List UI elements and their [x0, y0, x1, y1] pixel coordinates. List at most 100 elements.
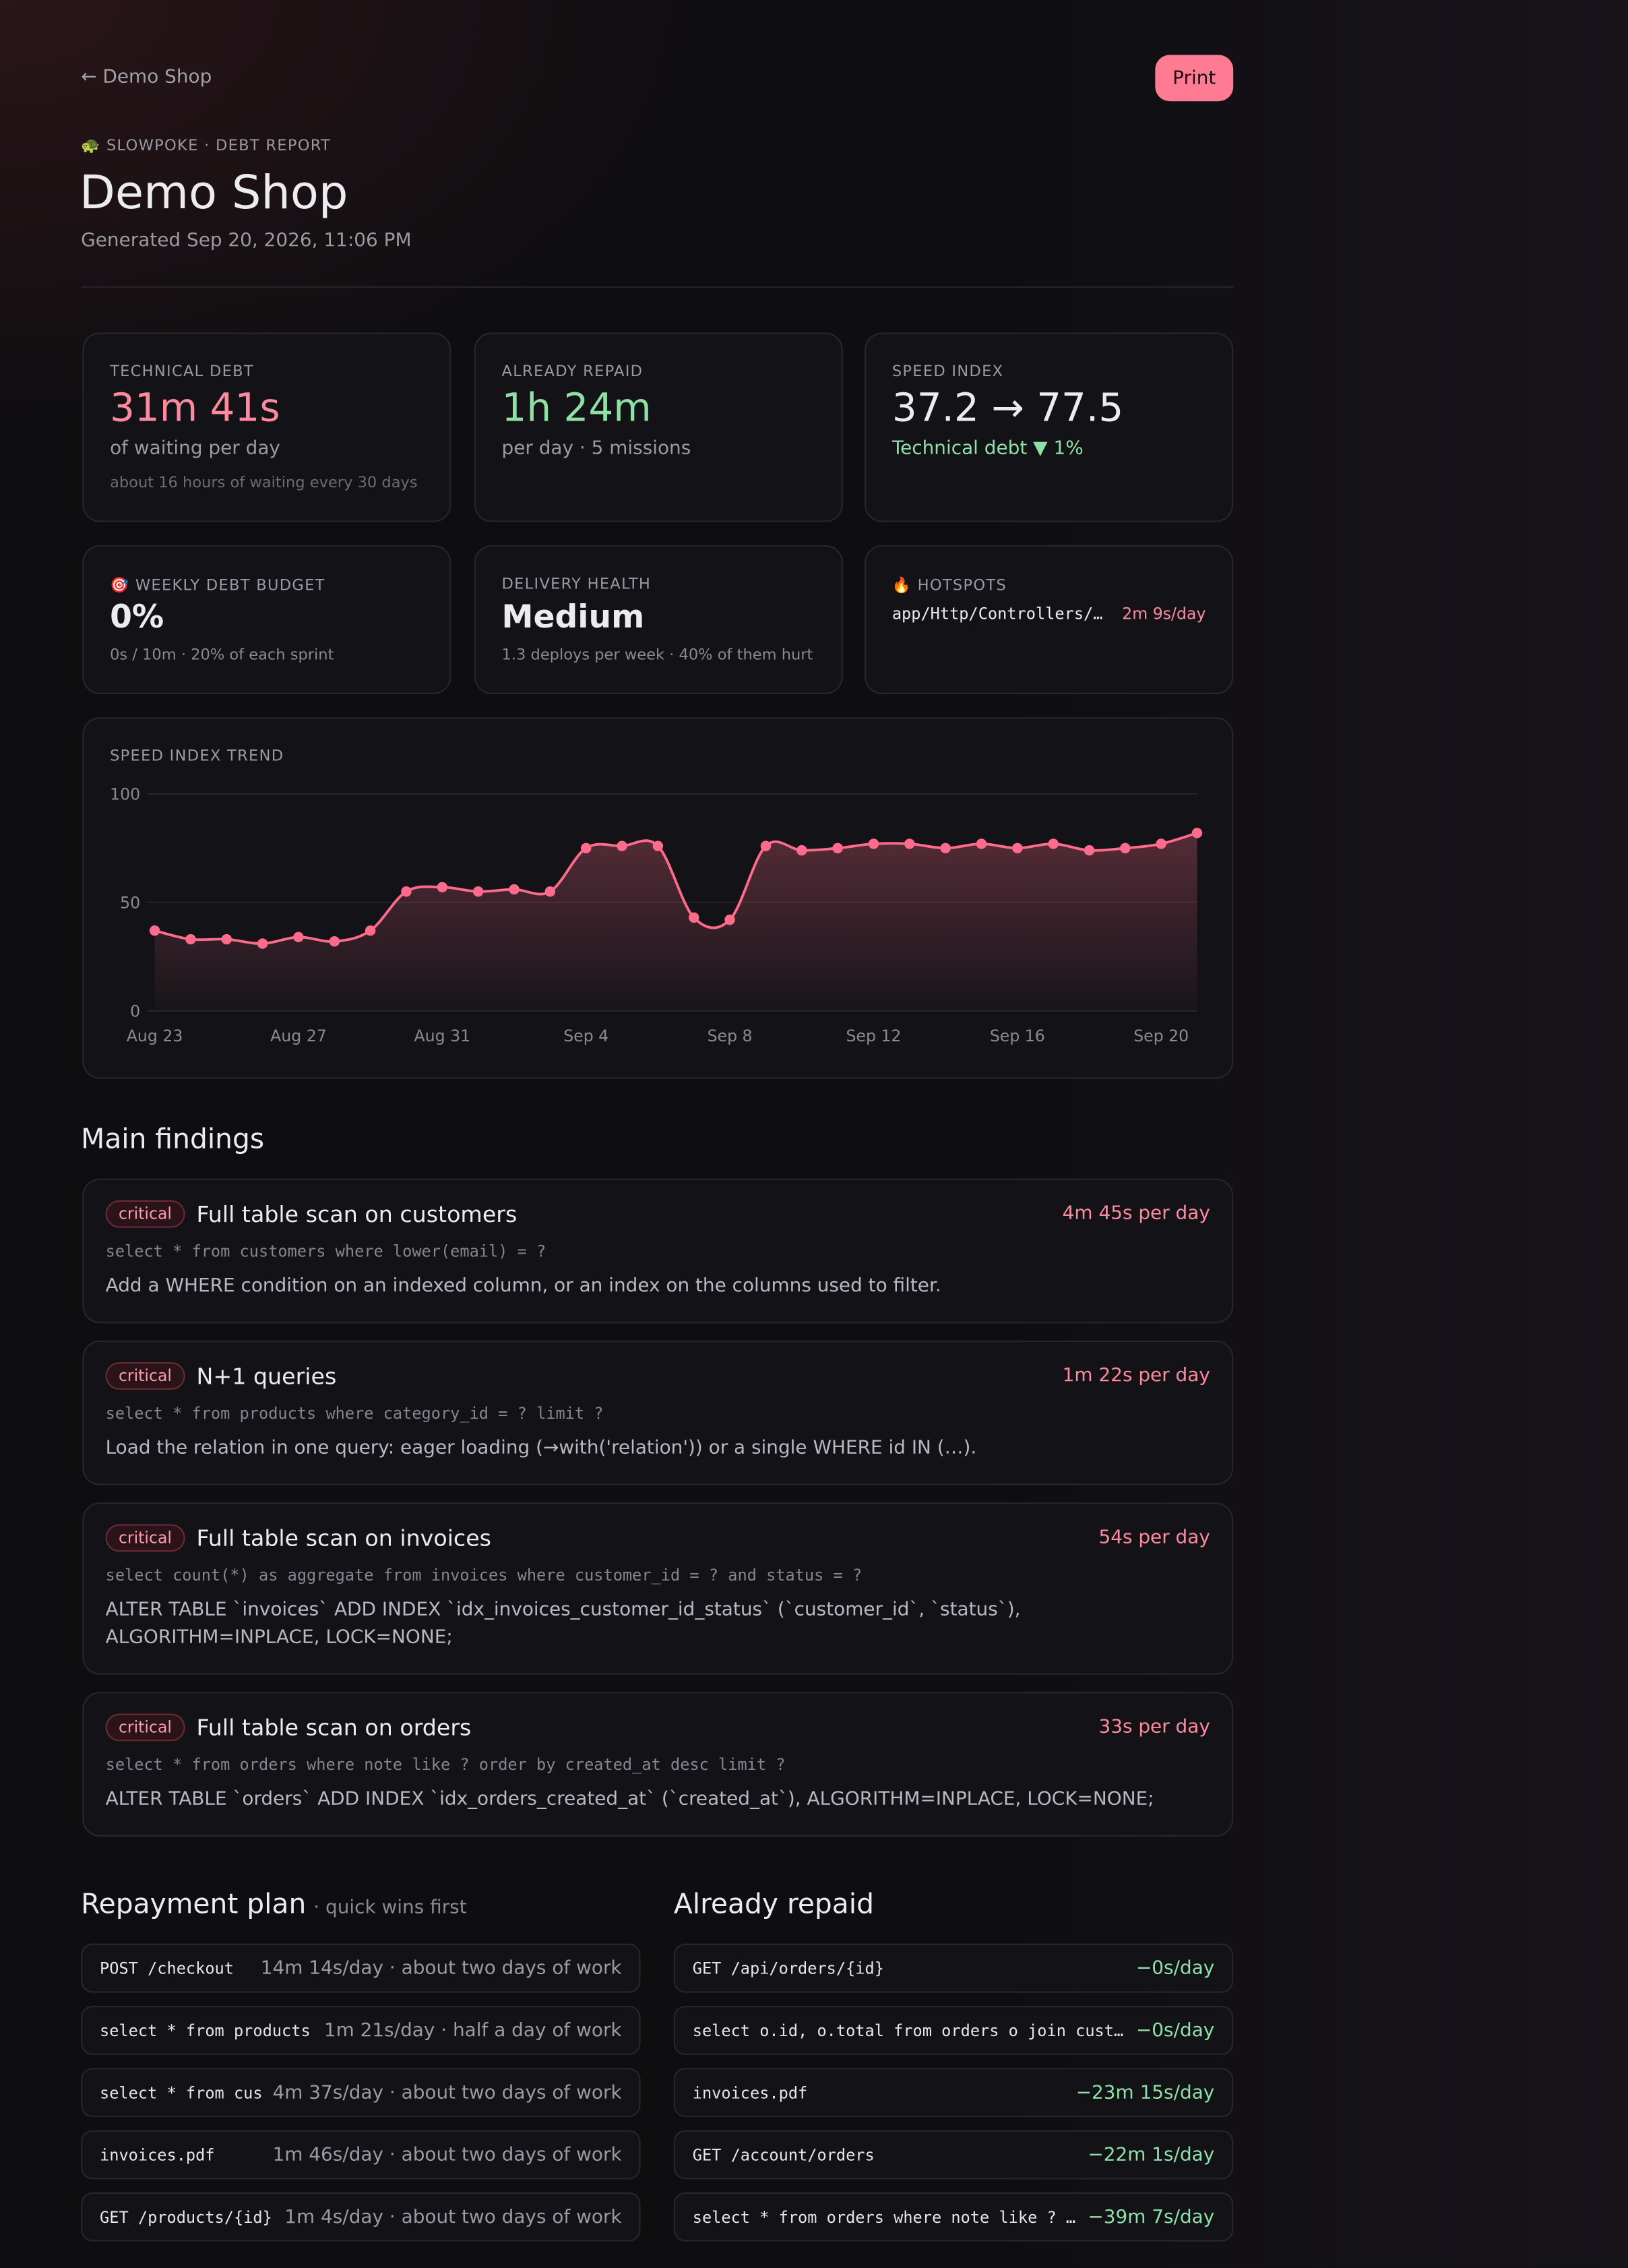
chart: 0 50 100 Aug 23 Aug 27 Aug 31 Sep 4 Sep 8 Sep 12…: [110, 785, 1203, 1045]
card-sub: per day · 5 missions: [501, 438, 691, 460]
repaid-item: invoices.pdf −23m 15s/day: [673, 2068, 1234, 2118]
card: SPEED INDEX 37.2 → 77.5 Technical debt ▼…: [865, 332, 1234, 522]
finding: critical Full table scan on invoices 54s p…: [82, 1502, 1234, 1675]
trend-point: [1191, 828, 1203, 838]
card-note: about 16 hours of waiting every 30 days: [110, 474, 418, 492]
plan-item: invoices.pdf 1m 46s/day · about two days …: [81, 2130, 641, 2180]
repaid-name: GET /account/orders: [692, 2145, 875, 2164]
trend-point: [580, 842, 592, 854]
trend-point: [832, 842, 843, 854]
trend-point: [940, 842, 951, 854]
trend-point: [976, 838, 987, 849]
repaid-name: invoices.pdf: [692, 2083, 808, 2102]
trend-point: [1012, 842, 1023, 854]
trend-point: [724, 914, 735, 925]
card-sub: Technical debt ▼ 1%: [891, 438, 1084, 460]
x-tick-label: Sep 12: [846, 1026, 901, 1045]
finding: critical Full table scan on customers 4m 4…: [82, 1178, 1234, 1324]
badge: critical: [105, 1200, 185, 1228]
finding-query: select * from customers where lower(emai…: [105, 1242, 546, 1261]
card-value: 0%: [110, 600, 164, 637]
card-label: SPEED INDEX: [891, 363, 1004, 381]
card-note: 1.3 deploys per week · 40% of them hurt: [501, 646, 813, 664]
trend-point: [509, 884, 520, 895]
section-title: Main findings: [81, 1124, 265, 1156]
print-button[interactable]: Print: [1155, 55, 1234, 102]
y-tick-label: 50: [120, 893, 140, 912]
card: ALREADY REPAID 1h 24m per day · 5 missio…: [474, 332, 843, 522]
repaid-item: GET /api/orders/{id} −0s/day: [673, 1943, 1234, 1993]
finding-title: N+1 queries: [196, 1363, 337, 1389]
y-tick-label: 0: [130, 1002, 140, 1020]
back-link[interactable]: ← Demo Shop: [81, 66, 212, 88]
finding-impact: 1m 22s per day: [1062, 1365, 1210, 1387]
finding-title: Full table scan on orders: [196, 1714, 472, 1741]
plan-name: GET /products/{id}: [100, 2207, 272, 2227]
finding-head: critical Full table scan on orders 33s per…: [105, 1713, 1210, 1742]
repaid-item: select * from orders where note like ? ……: [673, 2192, 1234, 2242]
findings-list: critical Full table scan on customers 4m 4…: [82, 1178, 1234, 1854]
finding-head: critical N+1 queries 1m 22s per day: [105, 1362, 1210, 1390]
plan-item: select * from products … 1m 21s/day · hal…: [81, 2005, 641, 2055]
plan-name: select * from cust…: [100, 2083, 261, 2102]
badge: critical: [105, 1362, 185, 1390]
x-tick-label: Sep 4: [563, 1026, 608, 1045]
x-tick-label: Sep 20: [1133, 1026, 1189, 1045]
card: 🎯 WEEKLY DEBT BUDGET 0% 0s / 10m · 20% o…: [82, 545, 451, 694]
plan-item: GET /products/{id} 1m 4s/day · about two …: [81, 2192, 641, 2242]
finding-query: select * from products where category_id…: [105, 1404, 604, 1423]
x-tick-label: Sep 8: [708, 1026, 753, 1045]
repaid-name: select * from orders where note like ? …: [692, 2207, 1076, 2227]
repaid-item: GET /account/orders −22m 1s/day: [673, 2130, 1234, 2180]
section-subtitle: · quick wins first: [313, 1897, 467, 1920]
card-label: 🔥 HOTSPOTS: [891, 577, 1007, 594]
trend-point: [1156, 838, 1166, 849]
finding-fix: Load the relation in one query: eager lo…: [105, 1437, 977, 1459]
card-note: 0s / 10m · 20% of each sprint: [110, 646, 334, 664]
trend-point: [617, 840, 627, 851]
finding: critical Full table scan on orders 33s per…: [82, 1692, 1234, 1837]
repaid-item: select o.id, o.total from orders o join …: [673, 2005, 1234, 2055]
divider: [81, 286, 1234, 288]
plan-name: invoices.pdf: [100, 2145, 215, 2164]
trend-point: [257, 938, 268, 949]
card-value: 37.2 → 77.5: [891, 386, 1124, 431]
card: TECHNICAL DEBT 31m 41s of waiting per da…: [82, 332, 451, 522]
section-title: Already repaid: [673, 1889, 874, 1921]
trend-point: [868, 838, 879, 849]
trend-point: [1084, 845, 1095, 856]
finding-impact: 33s per day: [1098, 1716, 1210, 1739]
repaid-saved: −0s/day: [1135, 1957, 1215, 1980]
trend-point: [652, 840, 664, 851]
card: DELIVERY HEALTH Medium 1.3 deploys per w…: [474, 545, 843, 694]
trend-point: [544, 886, 556, 897]
plan-item: select * from cust… 4m 37s/day · about tw…: [81, 2068, 641, 2118]
generated: Generated Sep 20, 2026, 11:06 PM: [81, 230, 412, 252]
plan-detail: 1m 46s/day · about two days of work: [272, 2143, 622, 2166]
finding-impact: 4m 45s per day: [1062, 1203, 1210, 1225]
trend-point: [904, 838, 915, 849]
trend-point: [1120, 842, 1131, 854]
card-sub: of waiting per day: [110, 438, 280, 460]
card-label: 🎯 WEEKLY DEBT BUDGET: [110, 577, 325, 594]
trend-point: [437, 882, 448, 893]
trend-point: [760, 840, 772, 851]
y-tick-label: 100: [110, 785, 140, 804]
finding-query: select count(*) as aggregate from invoic…: [105, 1566, 863, 1585]
repaid-saved: −0s/day: [1135, 2019, 1215, 2042]
trend-point: [689, 912, 699, 923]
repaid-saved: −23m 15s/day: [1075, 2081, 1215, 2104]
plan-name: POST /checkout: [100, 1959, 234, 1978]
badge: critical: [105, 1713, 185, 1742]
trend-point: [1048, 838, 1059, 849]
trend-point: [365, 925, 376, 936]
trend-point: [221, 933, 232, 945]
card: 🔥 HOTSPOTS app/Http/Controllers/… 2m 9s/…: [865, 545, 1234, 694]
hotspot-path: app/Http/Controllers/…: [891, 604, 1103, 623]
card-label: DELIVERY HEALTH: [501, 575, 652, 593]
x-tick-label: Aug 23: [127, 1026, 183, 1045]
finding: critical N+1 queries 1m 22s per day select …: [82, 1340, 1234, 1485]
card-label: ALREADY REPAID: [501, 363, 644, 381]
trend-point: [472, 886, 484, 897]
repaid-saved: −39m 7s/day: [1088, 2206, 1215, 2228]
